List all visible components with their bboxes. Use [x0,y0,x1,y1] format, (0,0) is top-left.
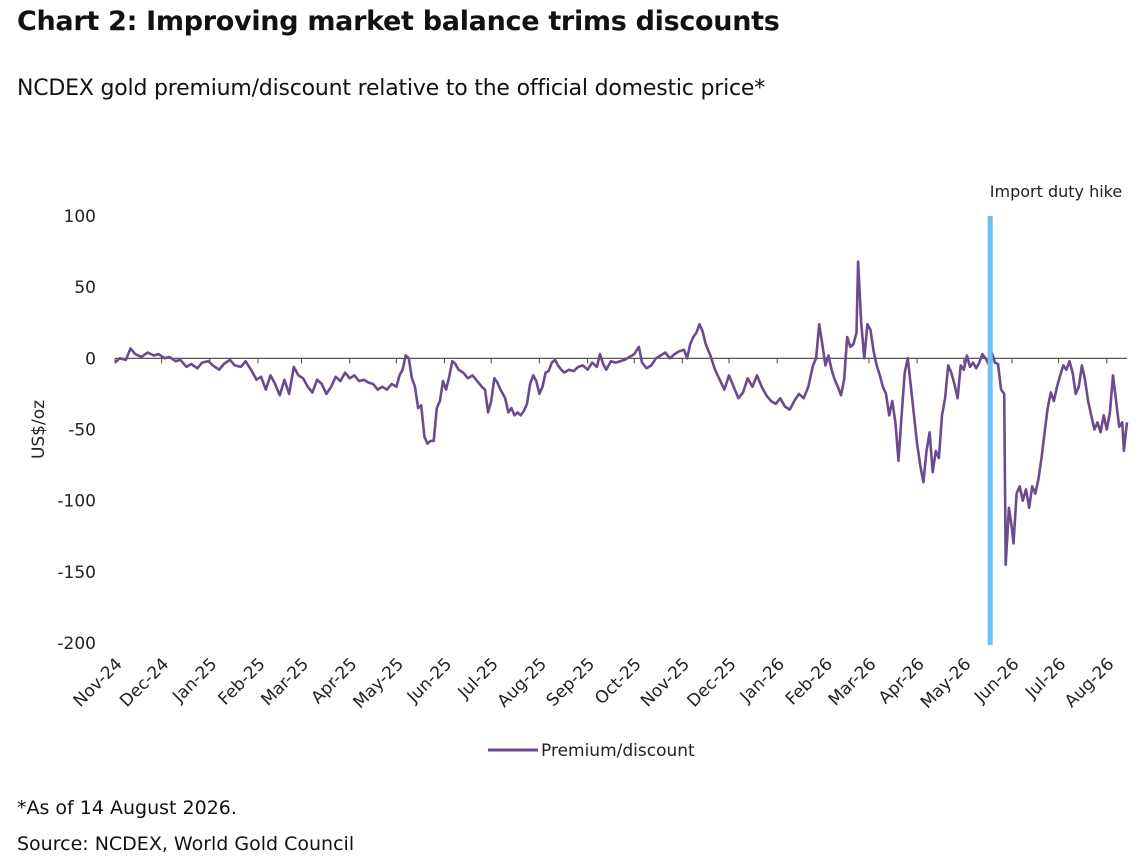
y-tick-label: 50 [74,278,96,298]
legend-label-premium-discount: Premium/discount [541,741,695,761]
import-duty-hike-label: Import duty hike [990,182,1122,201]
chart-subtitle: NCDEX gold premium/discount relative to … [17,76,766,101]
footnote: *As of 14 August 2026. [17,797,237,819]
x-tick-label: Aug-26 [1061,654,1118,711]
y-tick-label: -50 [68,421,96,441]
x-tick-label: Mar-25 [257,654,313,710]
series-line-premium-discount [114,260,1129,566]
x-tick-label: Jun-25 [403,654,456,707]
x-tick-label: May-25 [349,654,407,712]
y-tick-label: -200 [57,634,96,654]
x-tick-label: Sep-25 [543,654,599,710]
line-chart: 100 50 0 -50 -100 -150 -200 Nov-24Dec-24Jan-25… [29,182,1129,761]
y-axis-label: US$/oz [29,400,49,459]
y-tick-label: 100 [64,207,96,227]
x-tick-label: Nov-24 [70,654,127,711]
x-tick-label: Dec-24 [116,654,173,711]
y-tick-label: -100 [57,492,96,512]
source-note: Source: NCDEX, World Gold Council [17,833,355,855]
x-tick-label: Aug-25 [494,654,551,711]
y-tick-label: -150 [57,563,96,583]
x-tick-label: Dec-25 [684,654,741,711]
x-tick-label: Jan-25 [168,654,221,707]
x-tick-label: Mar-26 [825,654,881,710]
chart-title: Chart 2: Improving market balance trims … [17,6,780,37]
x-tick-label: Oct-25 [591,654,646,709]
y-tick-label: 0 [85,349,96,369]
x-tick-label: Jan-26 [736,654,789,707]
x-tick-label: May-26 [917,654,975,712]
legend: Premium/discount [488,741,695,761]
x-tick-label: Jun-26 [970,654,1023,707]
x-tick-label: Nov-25 [637,654,694,711]
x-axis-ticks: Nov-24Dec-24Jan-25Feb-25Mar-25Apr-25May-… [70,358,1118,713]
y-axis-ticks: 100 50 0 -50 -100 -150 -200 [57,207,96,654]
